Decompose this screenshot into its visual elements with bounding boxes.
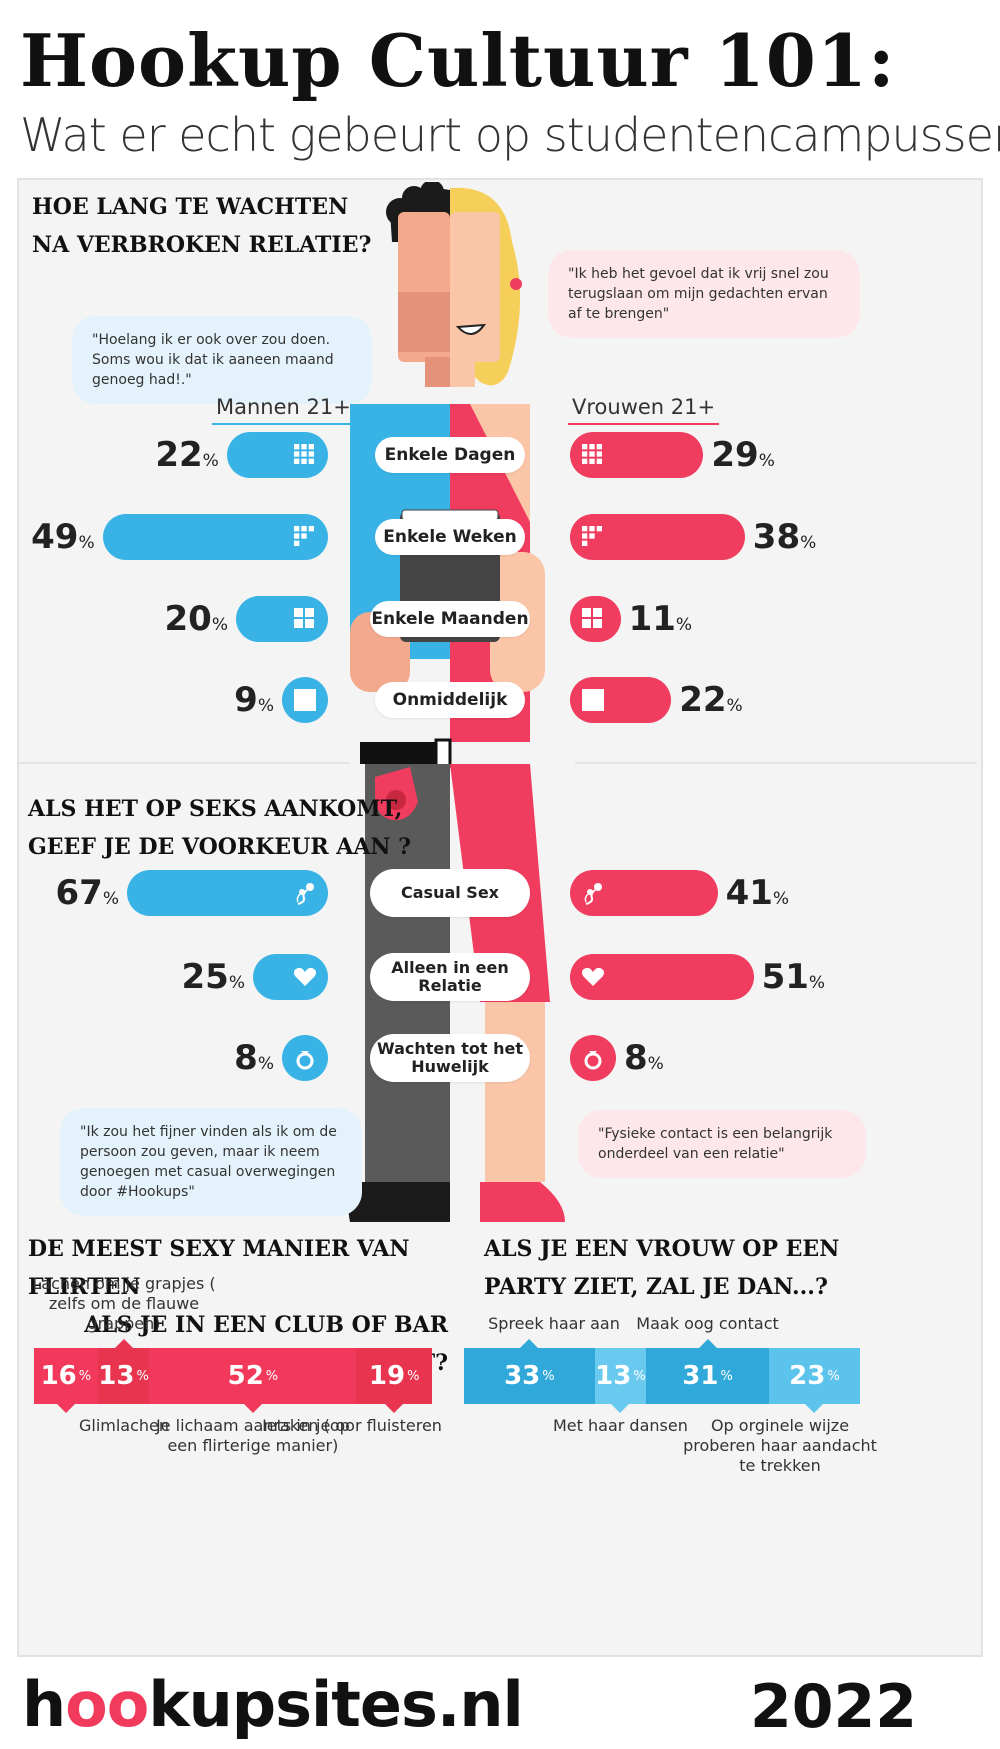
women-value-label: 11% bbox=[628, 599, 693, 639]
section4-title-line1: ALS JE EEN VROUW OP EEN bbox=[484, 1236, 840, 1262]
year-label: 2022 bbox=[750, 1672, 917, 1742]
quote-women-sex: "Fysieke contact is een belangrijk onder… bbox=[578, 1110, 866, 1178]
section1-title-line2: NA VERBROKEN RELATIE? bbox=[32, 232, 372, 258]
stack-segment-label: Je lichaam aanraken (op een flirterige m… bbox=[155, 1416, 350, 1455]
heart-icon bbox=[292, 964, 318, 990]
women-bar bbox=[570, 432, 704, 478]
men-bar bbox=[102, 514, 328, 560]
women-bar bbox=[570, 870, 718, 916]
stack-segment-label: Iets in je oor fluisteren bbox=[262, 1416, 442, 1435]
women-value-label: 51% bbox=[761, 957, 826, 997]
men-value-label: 22% bbox=[155, 435, 219, 475]
men-bar bbox=[282, 677, 328, 723]
category-label: Wachten tot het Huwelijk bbox=[370, 1034, 530, 1082]
men-bar bbox=[282, 1035, 328, 1081]
women-bar bbox=[570, 596, 621, 642]
women-bar bbox=[570, 677, 672, 723]
quote-women-breakup: "Ik heb het gevoel dat ik vrij snel zou … bbox=[548, 250, 860, 338]
stack-segment-label: Lachen om je grapjes ( zelfs om de flauw… bbox=[32, 1274, 216, 1333]
stack-segment: 23% bbox=[768, 1348, 860, 1404]
section-divider bbox=[575, 762, 977, 764]
stack-segment: 13% bbox=[594, 1348, 647, 1404]
grid-9-icon bbox=[292, 442, 318, 468]
men-value-label: 20% bbox=[164, 599, 228, 639]
section-divider bbox=[19, 762, 349, 764]
page-subtitle: Wat er echt gebeurt op studentencampusse… bbox=[20, 108, 1000, 162]
women-bar bbox=[570, 514, 745, 560]
men-bar bbox=[236, 596, 328, 642]
stack-segment: 16% bbox=[34, 1348, 98, 1404]
logo-part: o bbox=[106, 1668, 150, 1741]
category-label: Casual Sex bbox=[370, 869, 530, 917]
stack-segment-label: Glimlachen bbox=[78, 1416, 170, 1435]
stack-segment-label: Spreek haar aan bbox=[488, 1314, 620, 1333]
quote-men-breakup: "Hoelang ik er ook over zou doen. Soms w… bbox=[72, 316, 372, 404]
heart-icon bbox=[580, 964, 606, 990]
logo-part: h bbox=[22, 1668, 66, 1741]
ring-icon bbox=[580, 1045, 606, 1071]
page-title: Hookup Cultuur 101: bbox=[20, 18, 896, 103]
section2-title-line2: GEEF JE DE VOORKEUR AAN ? bbox=[28, 834, 412, 860]
segment-pointer bbox=[114, 1339, 133, 1348]
grid-9-icon bbox=[580, 442, 606, 468]
men-value-label: 9% bbox=[234, 680, 274, 720]
section4-title-line2: PARTY ZIET, ZAL JE DAN...? bbox=[484, 1274, 828, 1300]
section4-title: ALS JE EEN VROUW OP EEN PARTY ZIET, ZAL … bbox=[484, 1230, 839, 1306]
segment-pointer bbox=[611, 1404, 630, 1413]
segment-pointer bbox=[243, 1404, 262, 1413]
men-bar bbox=[253, 954, 328, 1000]
segment-pointer bbox=[56, 1404, 75, 1413]
segment-pointer bbox=[805, 1404, 824, 1413]
stack-segment-label: Met haar dansen bbox=[552, 1416, 688, 1435]
category-label: Onmiddelijk bbox=[375, 682, 525, 718]
grid-4-icon bbox=[580, 606, 606, 632]
section2-title-line1: ALS HET OP SEKS AANKOMT, bbox=[28, 796, 403, 822]
grid-4-icon bbox=[292, 606, 318, 632]
men-value-label: 8% bbox=[234, 1038, 274, 1078]
quote-men-sex: "Ik zou het fijner vinden als ik om de p… bbox=[60, 1108, 362, 1216]
stack-segment: 13% bbox=[97, 1348, 150, 1404]
women-column-header: Vrouwen 21+ bbox=[568, 395, 720, 425]
women-value-label: 38% bbox=[752, 517, 817, 557]
section1-title: HOE LANG TE WACHTEN NA VERBROKEN RELATIE… bbox=[32, 188, 371, 264]
category-label: Alleen in een Relatie bbox=[370, 953, 530, 1001]
segment-pointer bbox=[520, 1339, 539, 1348]
square-icon bbox=[292, 687, 318, 713]
stack-segment: 33% bbox=[464, 1348, 595, 1404]
women-value-label: 29% bbox=[711, 435, 775, 475]
segment-pointer bbox=[698, 1339, 717, 1348]
men-column-header: Mannen 21+ bbox=[212, 395, 355, 425]
logo-part: o bbox=[65, 1668, 108, 1741]
men-value-label: 49% bbox=[31, 517, 95, 557]
logo-part: kupsites.nl bbox=[148, 1668, 523, 1741]
sperm-icon bbox=[292, 880, 318, 906]
stack-segment-label: Maak oog contact bbox=[636, 1314, 779, 1333]
section1-title-line1: HOE LANG TE WACHTEN bbox=[32, 194, 349, 220]
square-icon bbox=[580, 687, 606, 713]
section3-title-line1: DE MEEST SEXY MANIER VAN FLIRTEN bbox=[28, 1236, 410, 1300]
ring-icon bbox=[292, 1045, 318, 1071]
stack-segment: 19% bbox=[356, 1348, 432, 1404]
brand-logo[interactable]: hookupsites.nl bbox=[22, 1668, 524, 1741]
women-value-label: 41% bbox=[725, 873, 790, 913]
grid-partial-icon bbox=[292, 524, 318, 550]
men-bar bbox=[127, 870, 328, 916]
women-value-label: 8% bbox=[624, 1038, 664, 1078]
women-value-label: 22% bbox=[679, 680, 743, 720]
men-value-label: 25% bbox=[181, 957, 245, 997]
segment-pointer bbox=[385, 1404, 404, 1413]
category-label: Enkele Weken bbox=[375, 519, 525, 555]
men-value-label: 67% bbox=[55, 873, 119, 913]
stack-segment: 52% bbox=[149, 1348, 357, 1404]
grid-partial-icon bbox=[580, 524, 606, 550]
stack-segment: 31% bbox=[646, 1348, 769, 1404]
category-label: Enkele Maanden bbox=[370, 601, 530, 637]
men-bar bbox=[226, 432, 328, 478]
women-bar bbox=[570, 1035, 616, 1081]
sperm-icon bbox=[580, 880, 606, 906]
section2-title: ALS HET OP SEKS AANKOMT, GEEF JE DE VOOR… bbox=[28, 790, 411, 866]
category-label: Enkele Dagen bbox=[375, 437, 525, 473]
women-bar bbox=[570, 954, 754, 1000]
stack-segment-label: Op orginele wijze proberen haar aandacht… bbox=[683, 1416, 877, 1475]
